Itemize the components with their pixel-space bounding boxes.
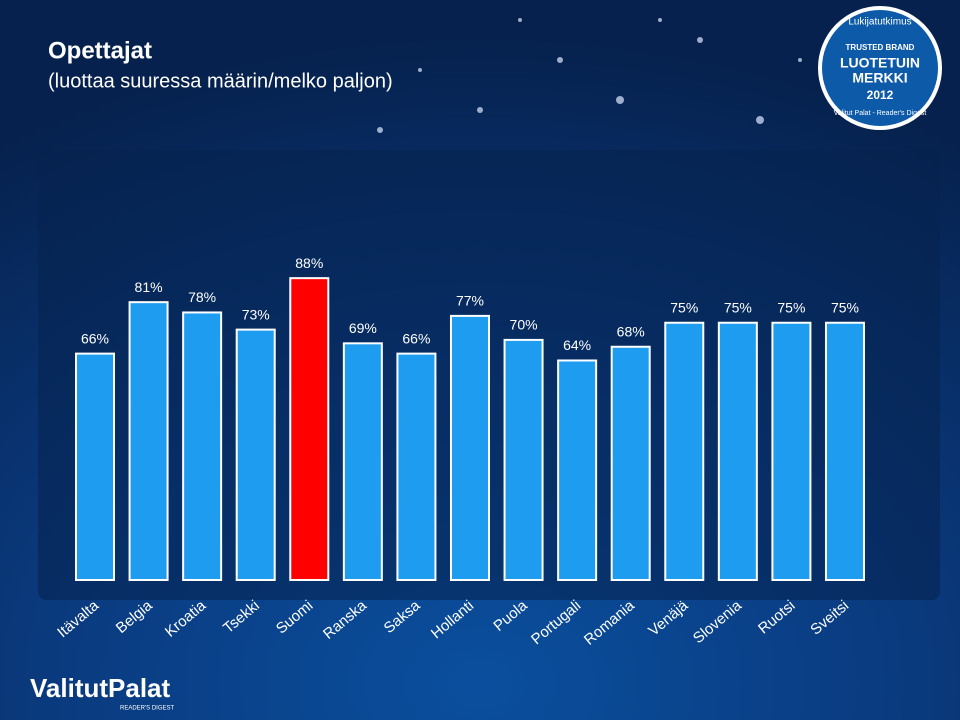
bar <box>824 321 865 581</box>
value-label: 66% <box>402 330 430 346</box>
value-label: 81% <box>135 279 163 295</box>
value-label: 68% <box>617 323 645 339</box>
badge-text: Valitut Palat - Reader's Digest <box>834 110 927 117</box>
value-label: 88% <box>295 255 323 271</box>
logo: ValitutPalat <box>30 673 170 703</box>
badge-circle <box>818 6 942 130</box>
value-label: 73% <box>242 306 270 322</box>
badge-text: MERKKI <box>852 70 907 86</box>
badge: Lukijatutkimus TRUSTED BRAND LUOTETUIN M… <box>818 6 942 130</box>
value-label: 69% <box>349 320 377 336</box>
bar <box>610 345 651 582</box>
badge-text: TRUSTED BRAND <box>846 43 915 52</box>
bar <box>235 328 276 581</box>
value-label: 78% <box>188 289 216 305</box>
bar <box>503 338 544 581</box>
bar <box>771 321 812 581</box>
logo-sub: READER'S DIGEST <box>120 706 174 712</box>
value-label: 64% <box>563 337 591 353</box>
value-label: 75% <box>777 299 805 315</box>
bar <box>128 301 169 581</box>
badge-text: 2012 <box>867 88 894 102</box>
bar <box>342 342 383 581</box>
bar <box>449 314 490 581</box>
value-label: 66% <box>81 330 109 346</box>
bar <box>557 359 598 582</box>
value-label: 77% <box>456 293 484 309</box>
value-label: 75% <box>831 299 859 315</box>
stars <box>377 18 802 133</box>
value-label: 75% <box>724 299 752 315</box>
badge-text: Lukijatutkimus <box>848 17 911 28</box>
bar <box>396 352 437 581</box>
bar <box>664 321 705 581</box>
value-label: 70% <box>510 317 538 333</box>
bar <box>289 277 330 581</box>
value-label: 75% <box>670 299 698 315</box>
badge-text: LUOTETUIN <box>840 55 920 71</box>
chart-subtitle: (luottaa suuressa määrin/melko paljon) <box>48 70 393 92</box>
chart-title: Opettajat <box>48 37 152 64</box>
bar <box>717 321 758 581</box>
bar <box>182 311 223 581</box>
bar <box>75 352 115 581</box>
